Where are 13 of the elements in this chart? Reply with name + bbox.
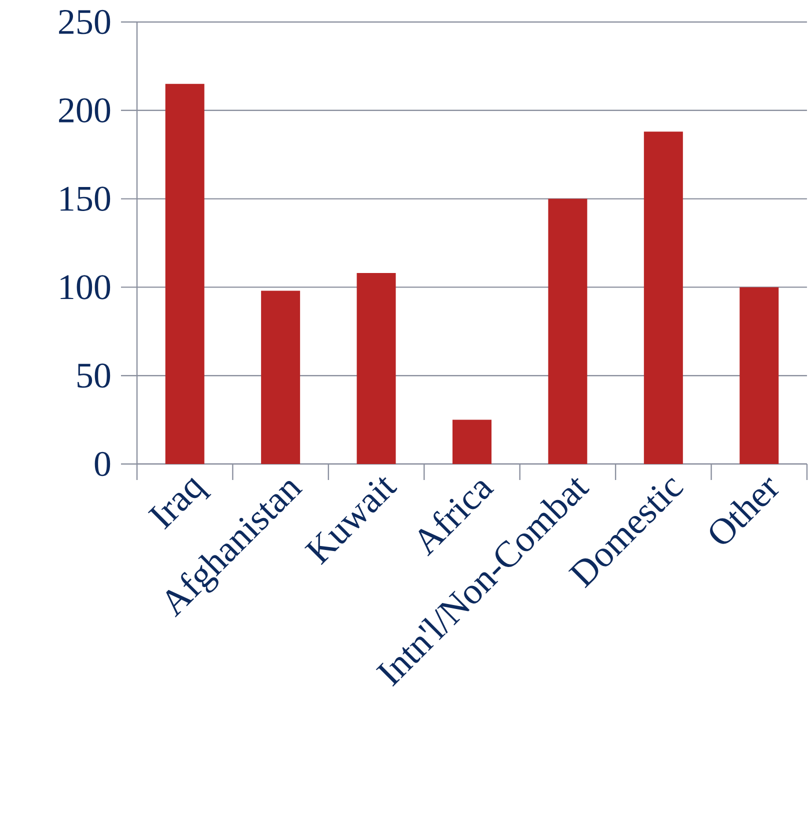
bar bbox=[261, 290, 300, 464]
bar bbox=[644, 132, 684, 464]
bar bbox=[548, 198, 588, 464]
y-tick-label: 50 bbox=[78, 363, 110, 388]
bar bbox=[740, 287, 779, 464]
bar bbox=[356, 273, 396, 464]
y-tick-label: 0 bbox=[95, 452, 110, 476]
y-tick-label: 150 bbox=[60, 186, 110, 211]
bar bbox=[452, 420, 492, 464]
y-tick-label: 250 bbox=[59, 10, 110, 34]
bar bbox=[166, 84, 205, 464]
y-tick-label: 100 bbox=[60, 275, 110, 300]
y-tick-label: 200 bbox=[59, 98, 110, 123]
